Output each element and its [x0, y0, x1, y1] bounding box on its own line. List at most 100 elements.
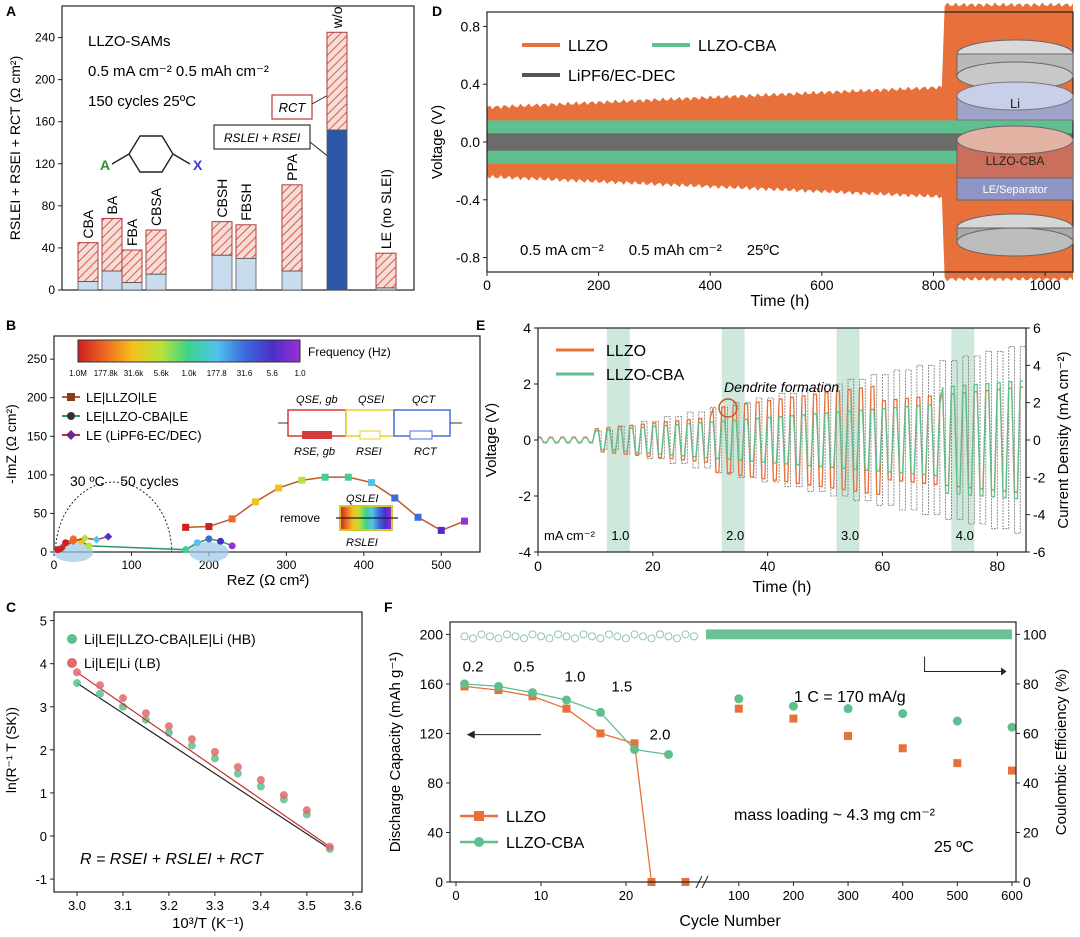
equivalent-circuit: QSE, gb RSE, gb QSEI RSEI QCT RCT — [278, 394, 462, 458]
e-legend-llzo: LLZO — [606, 343, 646, 360]
a-ytick-group: 0 40 80 120 160 200 240 — [35, 31, 62, 297]
b-ylabel: -ImZ (Ω cm²) — [3, 404, 19, 484]
f-ce-point — [622, 634, 630, 643]
c-series-point — [187, 735, 196, 744]
e-y2tick-label: 4 — [1033, 357, 1041, 373]
b-xtick-label: 400 — [354, 558, 374, 572]
f-ce-point — [554, 630, 562, 639]
b-series-point — [251, 498, 259, 506]
b-xlabel: ReZ (Ω cm²) — [227, 572, 310, 589]
a-bar-lower — [281, 270, 303, 291]
f-ce-point — [690, 632, 698, 641]
panel-c: 3.0 3.1 3.2 3.3 3.4 3.5 3.6 -1 0 1 2 3 4 5 ln(R⁻¹ T (… — [3, 611, 363, 932]
b-colorbar-tick-label: 31.6k — [124, 369, 145, 378]
e-band-label: 4.0 — [956, 528, 974, 543]
a-bar-upper — [145, 229, 167, 275]
f-ce-point — [460, 632, 469, 641]
f-series-point — [1008, 766, 1016, 775]
a-bar-upper — [121, 249, 143, 284]
b-series-point — [344, 473, 352, 481]
e-band-label: 3.0 — [841, 528, 859, 543]
f-ce-point — [477, 630, 486, 639]
c-series-point — [118, 694, 127, 703]
e-series-cba-line — [538, 380, 1024, 500]
f-ce-point — [596, 634, 605, 643]
f-arrow-right — [924, 656, 1004, 673]
a-bar-upper — [77, 242, 99, 283]
e-ytick-label: -2 — [519, 488, 532, 504]
b-legend-3: LE (LiPF6-EC/DEC) — [86, 428, 202, 443]
a-bar-upper — [211, 221, 233, 256]
structure-label-x: X — [193, 157, 203, 173]
a-bar-upper — [101, 217, 123, 272]
f-arrowhead-left — [466, 730, 475, 739]
f-annotation-temp: 25 ºC — [934, 839, 974, 856]
a-bar-lower — [326, 129, 348, 291]
f-ytick-label: 80 — [427, 775, 443, 791]
inset-label-separator: LE/Separator — [983, 184, 1048, 196]
panel-e: 1.0 2.0 3.0 4.0 0 20 40 60 80-4-2024-6-4-20246 … — [483, 320, 1072, 596]
e-ytick-label: 4 — [523, 320, 531, 336]
b-legend-2: LE|LLZO-CBA|LE — [86, 409, 188, 424]
b-legend-marker-2 — [67, 412, 75, 420]
f-series-point — [843, 704, 853, 714]
f-axis-break-mark — [701, 875, 709, 889]
a-bar-upper — [281, 184, 303, 272]
a-ylabel: RSLEI + RSEI + RCT (Ω cm²) — [7, 56, 23, 240]
e-xlabel: Time (h) — [753, 579, 812, 596]
b-series-point — [182, 546, 190, 554]
plot-frame-c — [53, 611, 363, 893]
d-ytick-label: -0.8 — [456, 250, 480, 266]
panel-letter-e: E — [476, 317, 485, 333]
f-rate-label: 1.0 — [565, 668, 586, 685]
c-ytick-label: 5 — [40, 614, 47, 629]
d-xtick-label: 600 — [810, 277, 834, 293]
c-legend-lb: Li|LE|Li (LB) — [84, 655, 161, 671]
e-ylabel: Voltage (V) — [483, 403, 500, 477]
c-ytick-label: 2 — [40, 743, 47, 758]
c-series-point — [72, 668, 81, 677]
f-ce-point — [486, 632, 494, 641]
f-xtick-label: 300 — [837, 888, 859, 903]
f-ce-point — [664, 632, 673, 641]
b-colorbar-tick-label: 31.6 — [237, 369, 253, 378]
c-ytick-label: 4 — [40, 657, 47, 672]
a-bar-lower — [77, 281, 99, 291]
e-y2tick-label: -2 — [1033, 469, 1046, 485]
d-tick-group: 0 200 400 600 800 1000 -0.8 -0.4 0.0 0.4 0.8 — [456, 18, 1061, 293]
f-xtick-label: 20 — [619, 888, 633, 903]
c-series-point — [210, 754, 219, 763]
b-series-point — [205, 535, 213, 543]
a-bar-category-label: CBSA — [148, 187, 164, 226]
f-ce-band — [706, 629, 1012, 640]
f-ytick-label: 120 — [420, 725, 444, 741]
c-ytick-label: 0 — [40, 829, 47, 844]
e-xtick-label: 60 — [875, 558, 891, 574]
f-y2tick-label: 40 — [1023, 775, 1039, 791]
e-y2tick-label: -4 — [1033, 507, 1046, 523]
f-ce-point — [511, 632, 520, 641]
f-ce-point — [656, 630, 664, 639]
c-series-point — [95, 689, 104, 698]
e-y2tick-label: 6 — [1033, 320, 1041, 336]
panel-letter-c: C — [6, 599, 16, 615]
e-series-llzo-line — [538, 385, 1024, 496]
c-xtick-label: 3.5 — [298, 898, 316, 913]
c-series-group — [72, 668, 334, 853]
c-fit-line — [76, 682, 331, 850]
b-series-point — [461, 517, 469, 525]
f-legend-marker-cba — [474, 837, 484, 847]
f-ce-point — [537, 632, 545, 641]
f-y2label: Coulombic Efficiency (%) — [1053, 669, 1070, 835]
panel-f: 0.2 0.51.01.52.0 0 10 20 100 200 300 400 500 6000… — [387, 621, 1070, 930]
f-series-point — [734, 694, 744, 704]
b-legend-1: LE|LLZO|LE — [86, 390, 157, 405]
c-xlabel: 10³/T (K⁻¹) — [172, 915, 244, 932]
d-ytick-label: -0.4 — [456, 192, 480, 208]
panel-a: 0 40 80 120 160 200 240 RSLEI + RSEI + RCT (Ω … — [7, 5, 415, 297]
f-series-point — [898, 744, 907, 753]
f-ce-point — [605, 630, 613, 639]
a-ytick-label: 80 — [42, 199, 56, 213]
c-xtick-label: 3.1 — [114, 898, 132, 913]
b-colorbar-tick-label: 1.0 — [294, 369, 306, 378]
